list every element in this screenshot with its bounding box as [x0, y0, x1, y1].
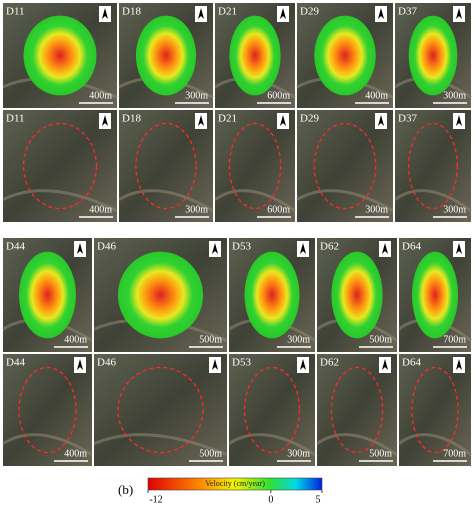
velocity-field — [117, 251, 204, 339]
north-arrow-symbol — [102, 8, 108, 19]
colorbar-tick-label: 5 — [316, 494, 321, 505]
landslide-boundary — [313, 122, 377, 210]
panel-label: D44 — [6, 357, 25, 369]
velocity-field — [23, 15, 97, 96]
velocity-field — [229, 15, 281, 96]
scale-label: 400m — [365, 90, 388, 101]
scale-label: 300m — [443, 90, 466, 101]
scale-label: 300m — [287, 448, 310, 459]
north-arrow-symbol — [212, 243, 218, 254]
scale-label: 400m — [89, 90, 112, 101]
ridge — [93, 433, 228, 457]
scale-label: 600m — [267, 90, 290, 101]
landslide-boundary — [228, 122, 282, 210]
scale-label: 300m — [185, 204, 208, 215]
panel-label: D64 — [402, 241, 421, 253]
panel-label: D18 — [122, 6, 141, 18]
ridge — [296, 189, 394, 213]
panel-label: D18 — [122, 113, 141, 125]
ridge — [316, 433, 398, 457]
north-arrow-symbol — [198, 8, 204, 19]
scale-label: 400m — [64, 334, 87, 345]
colorbar — [147, 477, 323, 491]
north-arrow-symbol — [456, 243, 462, 254]
ridge — [398, 433, 472, 456]
north-arrow-symbol — [77, 243, 83, 254]
landslide-boundary — [18, 366, 77, 454]
landslide-boundary — [135, 122, 197, 210]
panel-label: D64 — [402, 357, 421, 369]
velocity-field — [408, 15, 458, 96]
ridge — [394, 189, 472, 213]
panel-tag: (b) — [118, 482, 133, 497]
north-arrow-symbol — [300, 359, 306, 370]
ridge — [2, 189, 118, 213]
panel-label: D11 — [6, 113, 25, 125]
velocity-field — [135, 15, 197, 96]
north-arrow-symbol — [280, 8, 286, 19]
scale-label: 700m — [443, 448, 466, 459]
scale-label: 300m — [443, 204, 466, 215]
north-arrow-symbol — [300, 243, 306, 254]
north-arrow-symbol — [378, 115, 384, 126]
velocity-field — [19, 251, 76, 339]
scale-label: 600m — [267, 204, 290, 215]
colorbar-tick-label: -12 — [149, 494, 162, 505]
velocity-field — [411, 251, 459, 339]
scale-label: 500m — [199, 334, 222, 345]
landslide-boundary — [411, 366, 459, 454]
panel-label: D37 — [398, 6, 417, 18]
scale-label: 700m — [443, 334, 466, 345]
scale-label: 300m — [185, 90, 208, 101]
panel-label: D46 — [97, 241, 116, 253]
ridge — [228, 433, 316, 457]
north-arrow-symbol — [280, 115, 286, 126]
velocity-field — [314, 15, 376, 96]
scale-label: 300m — [365, 204, 388, 215]
north-arrow-symbol — [212, 359, 218, 370]
colorbar-title: Velocity (cm/year) — [205, 479, 265, 488]
landslide-boundary — [330, 366, 384, 454]
panel-label: D21 — [218, 113, 237, 125]
north-arrow-symbol — [456, 115, 462, 126]
panel-label: D21 — [218, 6, 237, 18]
scale-label: 500m — [369, 334, 392, 345]
north-arrow-symbol — [378, 8, 384, 19]
landslide-boundary — [22, 122, 98, 210]
panel-label: D29 — [300, 6, 319, 18]
scale-label: 500m — [369, 448, 392, 459]
north-arrow-symbol — [102, 115, 108, 126]
colorbar-tick-label: 0 — [268, 494, 273, 505]
panel-label: D53 — [232, 241, 251, 253]
velocity-field — [244, 251, 300, 339]
north-arrow-symbol — [77, 359, 83, 370]
panel-label: D62 — [320, 241, 339, 253]
north-arrow-symbol — [382, 359, 388, 370]
panel-label: D53 — [232, 357, 251, 369]
panel-label: D62 — [320, 357, 339, 369]
landslide-boundary — [408, 122, 458, 210]
panel-label: D29 — [300, 113, 319, 125]
ridge — [214, 189, 296, 213]
landslide-boundary — [117, 366, 204, 454]
scale-label: 300m — [287, 334, 310, 345]
velocity-field — [331, 251, 383, 339]
north-arrow-symbol — [198, 115, 204, 126]
panel-label: D37 — [398, 113, 417, 125]
scale-label: 400m — [64, 448, 87, 459]
panel-label: D44 — [6, 241, 25, 253]
scale-label: 400m — [89, 204, 112, 215]
landslide-boundary — [243, 366, 301, 454]
north-arrow-symbol — [456, 8, 462, 19]
ridge — [2, 433, 93, 457]
ridge — [118, 189, 214, 213]
north-arrow-symbol — [456, 359, 462, 370]
north-arrow-symbol — [382, 243, 388, 254]
panel-label: D11 — [6, 6, 25, 18]
panel-label: D46 — [97, 357, 116, 369]
scale-label: 500m — [199, 448, 222, 459]
